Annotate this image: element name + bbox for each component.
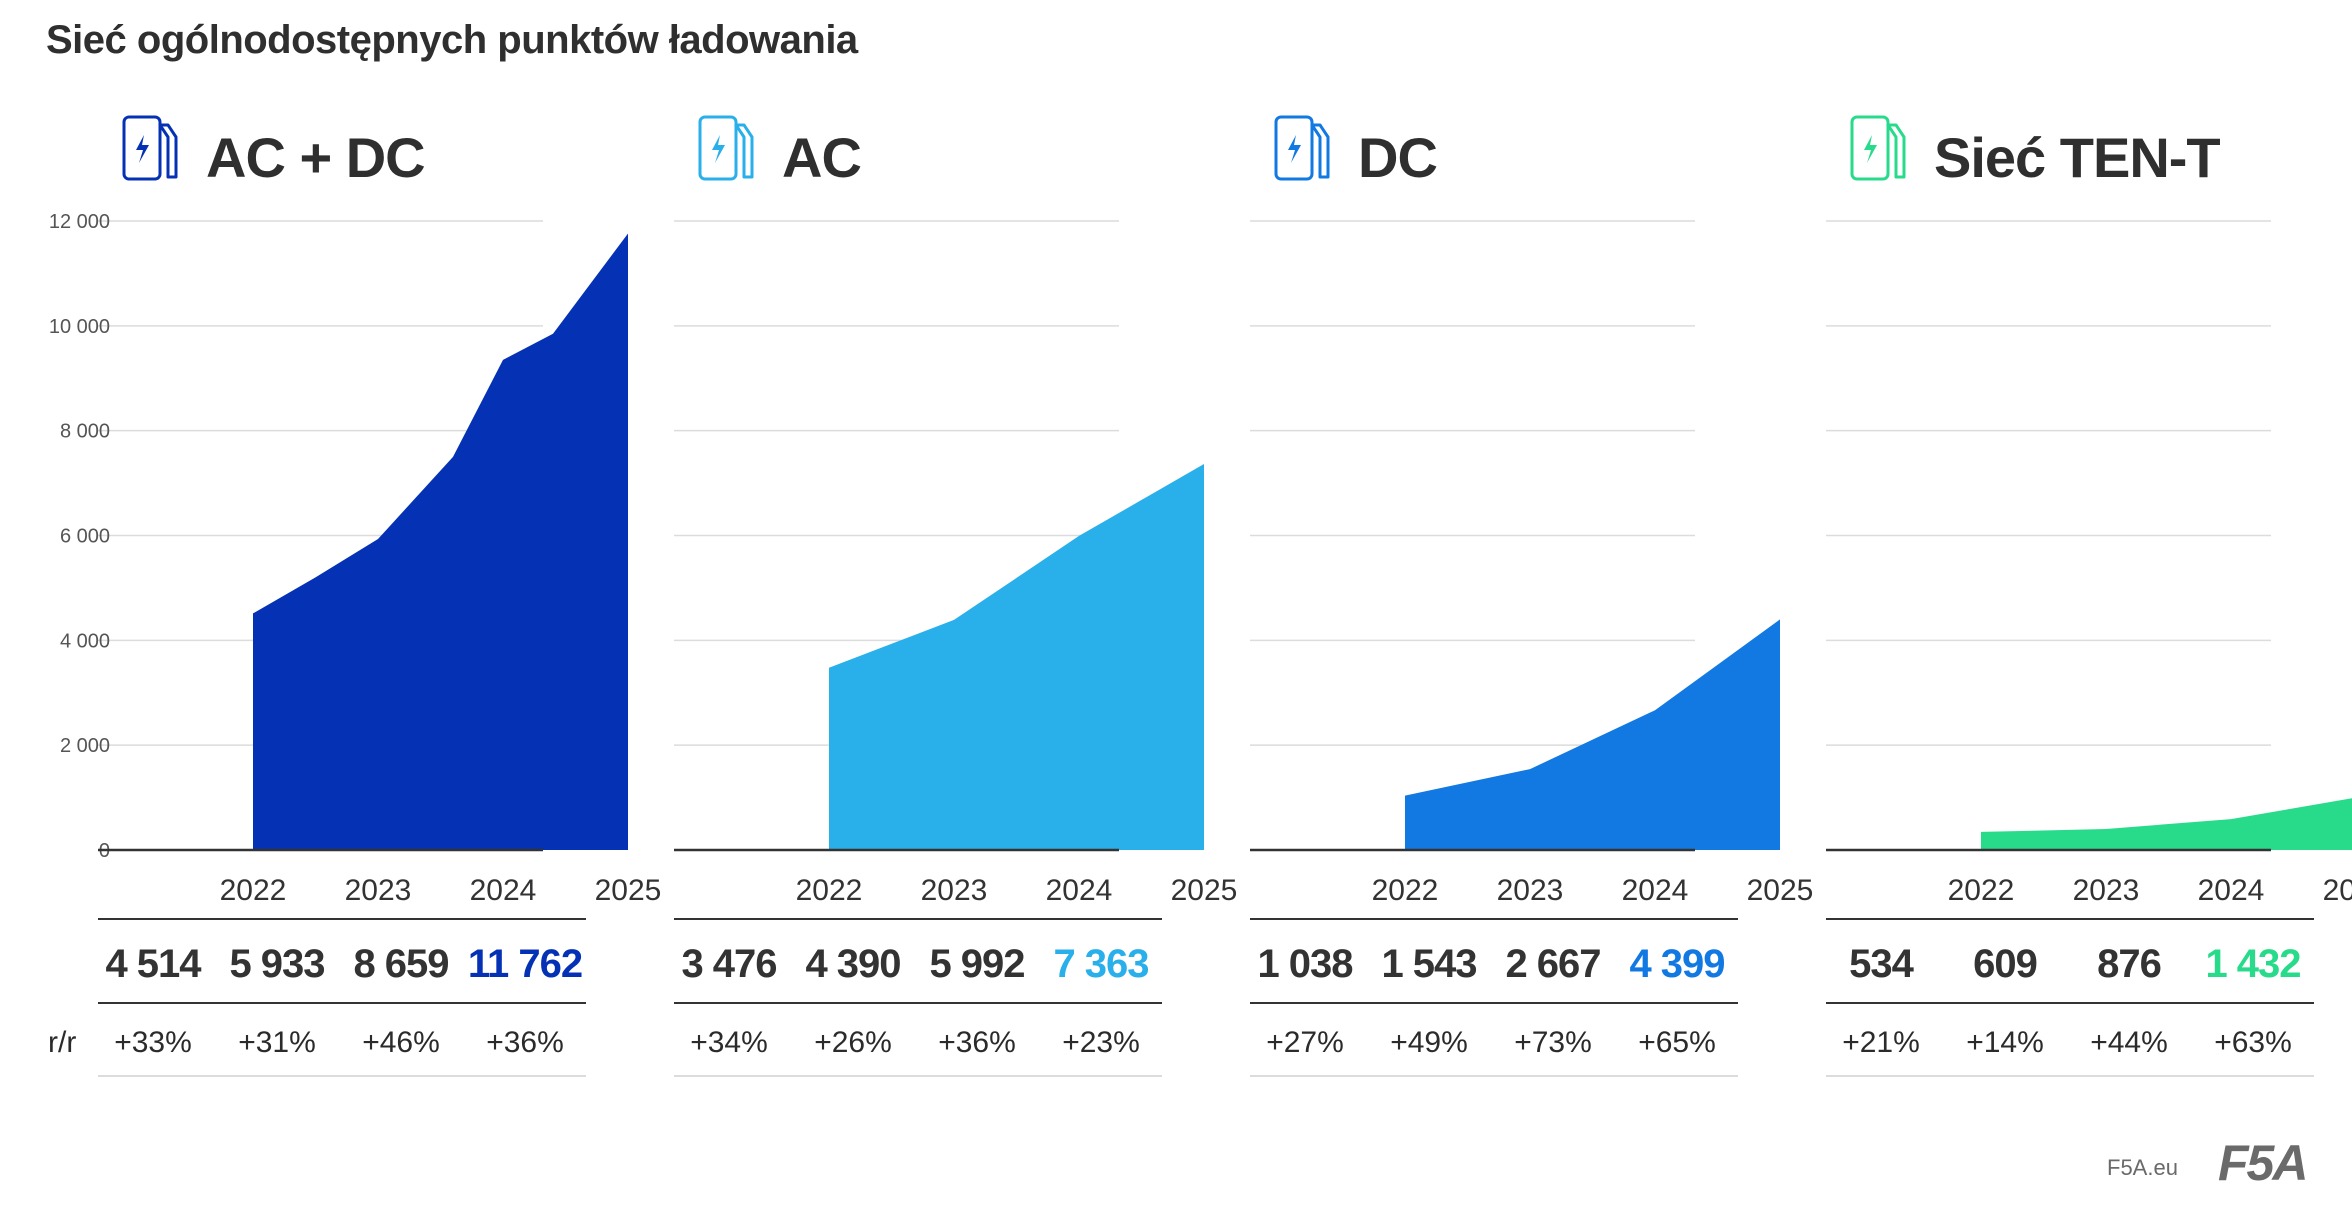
yoy-label: +21% xyxy=(1842,1026,1920,1059)
yoy-label: +46% xyxy=(362,1026,440,1059)
icon-bolt xyxy=(1864,135,1877,163)
yoy-label: +23% xyxy=(1062,1026,1140,1059)
chart-panel-4: 2022 2023 2024 2025 534 609 876 1 432 +21% +14% +4… xyxy=(1826,115,2352,1077)
chart-panel-3: 2022 2023 2024 2025 1 038 1 543 2 667 4 399 +27%… xyxy=(1250,115,1814,1077)
footer-url[interactable]: F5A.eu xyxy=(2107,1155,2178,1180)
y-tick-label: 10 000 xyxy=(49,316,110,338)
yoy-label: +27% xyxy=(1266,1026,1344,1059)
value-label: 5 992 xyxy=(929,942,1024,986)
charging-station-icon xyxy=(1850,115,1906,181)
x-tick-label: 2024 xyxy=(1046,874,1113,907)
icon-bolt xyxy=(712,135,725,163)
x-tick-label: 2022 xyxy=(1372,874,1439,907)
chart-title: Sieć TEN-T xyxy=(1934,126,2220,189)
yoy-label: +65% xyxy=(1638,1026,1716,1059)
x-tick-label: 2023 xyxy=(345,874,412,907)
yoy-label: +63% xyxy=(2214,1026,2292,1059)
yoy-label: +34% xyxy=(690,1026,768,1059)
value-label: 609 xyxy=(1973,942,2037,986)
x-tick-label: 2022 xyxy=(1948,874,2015,907)
chart-title: AC + DC xyxy=(206,126,425,189)
value-label: 11 762 xyxy=(468,942,582,986)
x-tick-label: 2023 xyxy=(2073,874,2140,907)
value-label: 4 399 xyxy=(1629,942,1724,986)
x-tick-label: 2025 xyxy=(1747,874,1814,907)
value-label: 4 514 xyxy=(105,942,202,986)
x-tick-label: 2024 xyxy=(1622,874,1689,907)
x-tick-label: 2023 xyxy=(1497,874,1564,907)
icon-nozzle xyxy=(1886,123,1906,179)
yoy-label: +31% xyxy=(238,1026,316,1059)
icon-nozzle xyxy=(1310,123,1330,179)
value-label: 876 xyxy=(2097,942,2161,986)
value-label: 3 476 xyxy=(681,942,776,986)
icon-body xyxy=(1274,115,1314,181)
yoy-label: +14% xyxy=(1966,1026,2044,1059)
charging-station-icon xyxy=(122,115,178,181)
y-tick-label: 6 000 xyxy=(60,526,110,548)
x-tick-label: 2023 xyxy=(921,874,988,907)
x-tick-label: 2025 xyxy=(595,874,662,907)
value-label: 5 933 xyxy=(229,942,324,986)
chart-panel-2: 2022 2023 2024 2025 3 476 4 390 5 992 7 363 +34%… xyxy=(674,115,1238,1077)
yoy-row-label: r/r xyxy=(48,1026,76,1059)
area-series xyxy=(829,464,1204,850)
value-label: 534 xyxy=(1849,942,1914,986)
footer-logo: F5A xyxy=(2218,1135,2308,1191)
yoy-label: +33% xyxy=(114,1026,192,1059)
icon-body xyxy=(698,115,738,181)
charging-station-icon xyxy=(1274,115,1330,181)
charging-station-icon xyxy=(698,115,754,181)
x-tick-label: 2024 xyxy=(2198,874,2265,907)
icon-bolt xyxy=(1288,135,1301,163)
x-tick-label: 2025 xyxy=(2323,874,2352,907)
yoy-label: +36% xyxy=(938,1026,1016,1059)
icon-nozzle xyxy=(734,123,754,179)
page-title: Sieć ogólnodostępnych punktów ładowania xyxy=(46,18,858,62)
value-label: 1 038 xyxy=(1257,942,1353,986)
yoy-label: +36% xyxy=(486,1026,564,1059)
yoy-label: +26% xyxy=(814,1026,892,1059)
x-tick-label: 2024 xyxy=(470,874,537,907)
yoy-label: +49% xyxy=(1390,1026,1468,1059)
area-series xyxy=(253,233,628,851)
icon-body xyxy=(122,115,162,181)
chart-title: AC xyxy=(782,126,861,189)
icon-nozzle xyxy=(158,123,178,179)
value-label: 1 543 xyxy=(1381,942,1476,986)
area-series xyxy=(1981,798,2352,850)
row-labels: r/r xyxy=(48,1026,76,1059)
y-tick-label: 12 000 xyxy=(49,211,110,233)
value-label: 7 363 xyxy=(1053,942,1148,986)
value-label: 4 390 xyxy=(805,942,900,986)
x-tick-label: 2025 xyxy=(1171,874,1238,907)
icon-bolt xyxy=(136,135,149,163)
chart-title: DC xyxy=(1358,126,1437,189)
y-tick-label: 2 000 xyxy=(60,735,110,757)
x-tick-label: 2022 xyxy=(796,874,863,907)
y-tick-label: 4 000 xyxy=(60,630,110,652)
value-label: 2 667 xyxy=(1505,942,1600,986)
x-tick-label: 2022 xyxy=(220,874,287,907)
area-series xyxy=(1405,619,1780,850)
value-label: 8 659 xyxy=(353,942,448,986)
yoy-label: +73% xyxy=(1514,1026,1592,1059)
value-label: 1 432 xyxy=(2205,942,2300,986)
yoy-label: +44% xyxy=(2090,1026,2168,1059)
y-tick-label: 8 000 xyxy=(60,421,110,443)
icon-body xyxy=(1850,115,1890,181)
